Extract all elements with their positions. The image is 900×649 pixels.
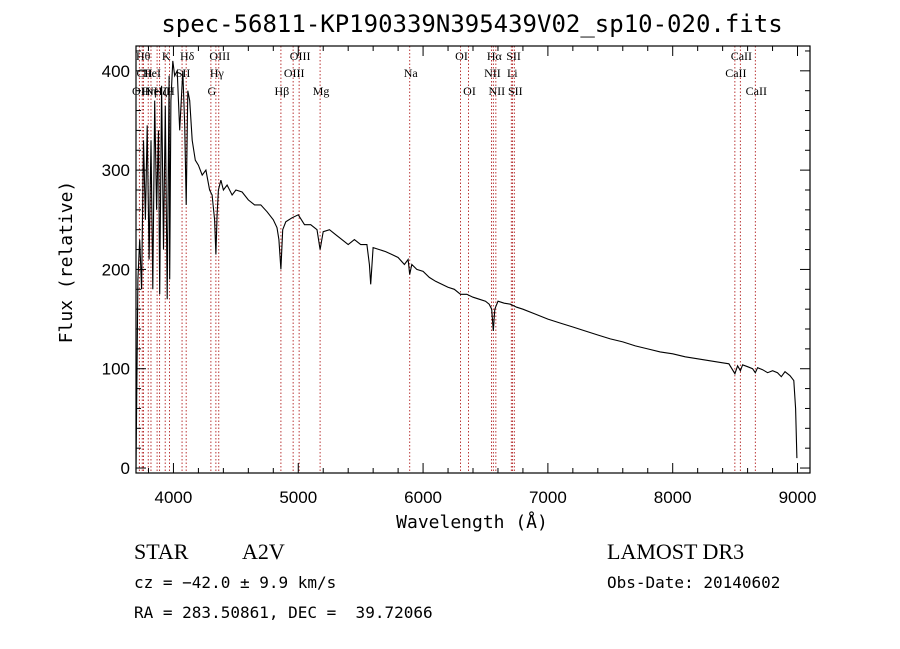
- axis-ticks: 4000 5000 6000 7000 8000 9000 0 100 200 300 400: [102, 46, 817, 507]
- line-label-14: Hβ: [275, 84, 290, 98]
- line-label-2: CII: [136, 66, 152, 80]
- line-label-18: Na: [404, 66, 419, 80]
- line-label-19: OI: [455, 49, 468, 63]
- observation-date: Obs-Date: 20140602: [607, 573, 781, 592]
- line-label-20: OI: [463, 84, 476, 98]
- line-label-24: Li: [507, 66, 518, 80]
- y-tick-label-1: 100: [102, 360, 130, 379]
- sky-coordinates: RA = 283.50861, DEC = 39.72066: [134, 603, 433, 622]
- x-tick-label-0: 4000: [155, 488, 193, 507]
- survey-name: LAMOST DR3: [607, 539, 745, 564]
- line-label-27: CaII: [725, 66, 746, 80]
- y-tick-label-2: 200: [102, 260, 130, 279]
- line-label-10: Hδ: [180, 49, 195, 63]
- x-tick-label-1: 5000: [279, 488, 317, 507]
- line-label-7: K: [162, 49, 171, 63]
- line-label-25: SII: [506, 49, 521, 63]
- line-label-6: Hζ: [154, 84, 168, 98]
- line-label-22: Hα: [487, 49, 503, 63]
- line-label-15: OIII: [284, 66, 305, 80]
- line-label-5: NeIII: [145, 84, 171, 98]
- y-tick-label-3: 300: [102, 161, 130, 180]
- line-label-16: OIII: [290, 49, 311, 63]
- flux-series-line: [135, 60, 798, 471]
- line-label-23: NII: [489, 84, 506, 98]
- line-label-11: G: [208, 84, 217, 98]
- y-tick-label-0: 0: [121, 459, 130, 478]
- spectral-line-markers: [138, 46, 756, 473]
- object-subclass: A2V: [242, 539, 285, 564]
- redshift-velocity: cz = −42.0 ± 9.9 km/s: [134, 573, 337, 592]
- line-label-12: Hγ: [210, 66, 225, 80]
- x-tick-label-5: 9000: [779, 488, 817, 507]
- line-label-8: H: [166, 84, 175, 98]
- line-label-26: SII: [508, 84, 523, 98]
- x-axis-label: Wavelength (Å): [396, 511, 548, 533]
- line-label-4: HeI: [143, 66, 161, 80]
- line-label-29: CaII: [746, 84, 767, 98]
- x-tick-label-2: 6000: [404, 488, 442, 507]
- x-tick-label-4: 8000: [654, 488, 692, 507]
- object-class: STAR: [134, 539, 189, 564]
- line-label-3: Hη: [142, 84, 157, 98]
- line-label-1: Hθ: [136, 49, 151, 63]
- chart-title: spec-56811-KP190339N395439V02_sp10-020.f…: [161, 10, 782, 38]
- line-label-21: NII: [484, 66, 501, 80]
- y-tick-label-4: 400: [102, 62, 130, 81]
- line-label-13: OIII: [209, 49, 230, 63]
- y-axis-label: Flux (relative): [56, 181, 77, 344]
- line-label-17: Mg: [313, 84, 330, 98]
- x-tick-label-3: 7000: [529, 488, 567, 507]
- line-label-28: CaII: [731, 49, 752, 63]
- spectral-line-labels: OIIHθCIIHηHeINeIIIHζKHSIIHδGHγOIIIHβOIII…: [132, 49, 767, 98]
- plot-frame: [135, 45, 811, 474]
